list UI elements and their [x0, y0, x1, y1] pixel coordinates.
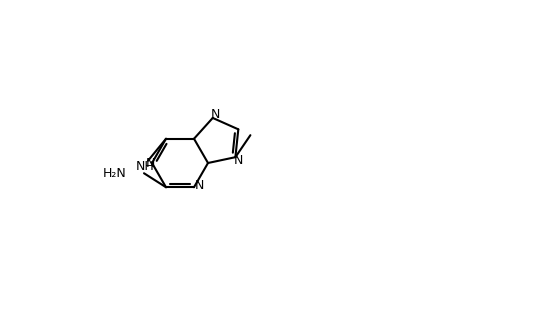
- Text: H₂N: H₂N: [102, 167, 126, 180]
- Text: N: N: [234, 154, 243, 167]
- Text: N: N: [195, 179, 204, 192]
- Text: N: N: [145, 156, 154, 170]
- Text: N: N: [211, 108, 221, 122]
- Text: NH: NH: [136, 160, 154, 173]
